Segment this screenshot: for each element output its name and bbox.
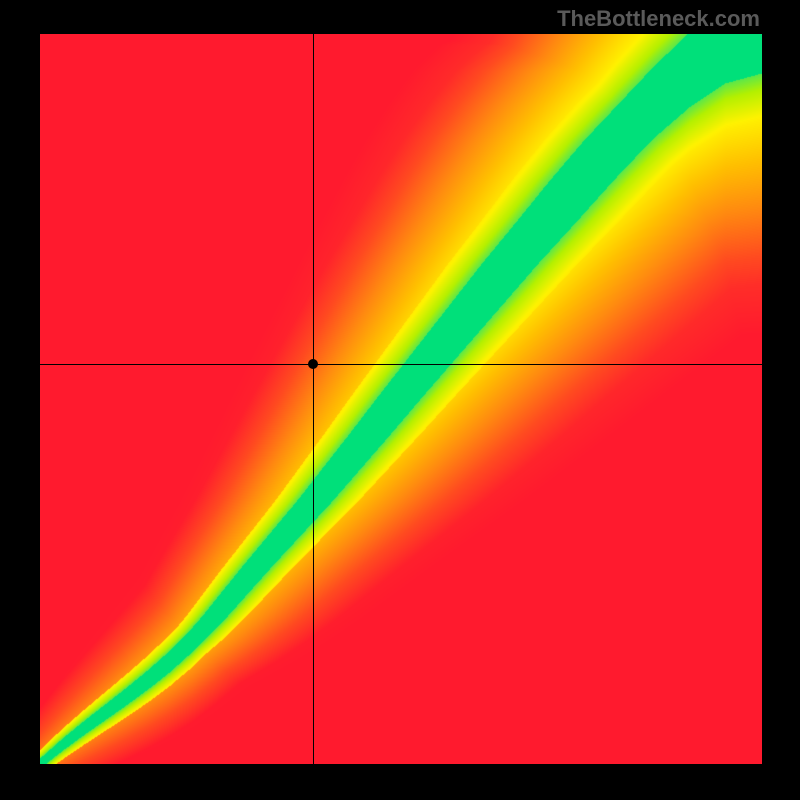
watermark-text: TheBottleneck.com: [557, 6, 760, 32]
heatmap-plot: [40, 34, 762, 764]
heatmap-canvas: [40, 34, 762, 764]
